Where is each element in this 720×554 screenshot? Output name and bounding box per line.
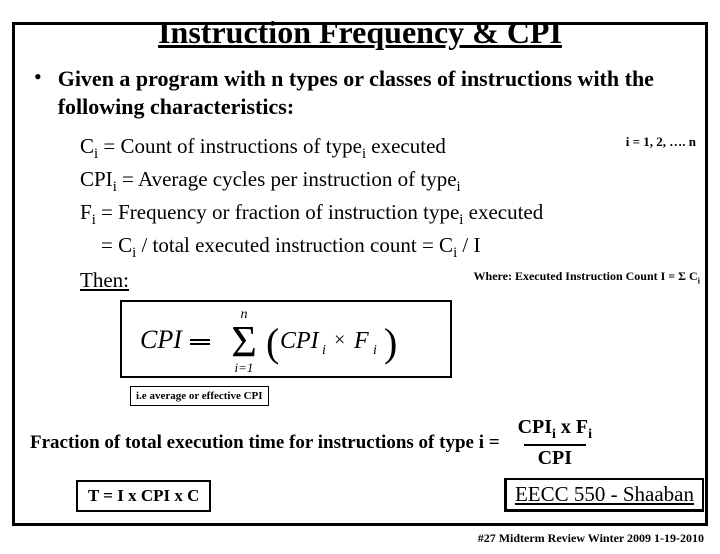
course-box: EECC 550 - Shaaban — [504, 478, 704, 512]
def-c: Ci = Count of instructions of typei exec… — [80, 132, 720, 165]
index-range-note: i = 1, 2, …. n — [626, 133, 696, 151]
slide-number: #27 — [478, 531, 496, 545]
definitions-block: i = 1, 2, …. n Ci = Count of instruction… — [80, 132, 720, 294]
footer-text: Midterm Review Winter 2009 1-19-2010 — [496, 531, 704, 545]
def-cpi: CPIi = Average cycles per instruction of… — [80, 165, 720, 198]
def-f: Fi = Frequency or fraction of instructio… — [80, 198, 720, 231]
footer: #27 Midterm Review Winter 2009 1-19-2010 — [478, 531, 704, 546]
t-formula-box: T = I x CPI x C — [76, 480, 211, 512]
def-f2: = Ci / total executed instruction count … — [80, 231, 720, 264]
where-note: Where: Executed Instruction Count I = Σ … — [474, 268, 700, 287]
